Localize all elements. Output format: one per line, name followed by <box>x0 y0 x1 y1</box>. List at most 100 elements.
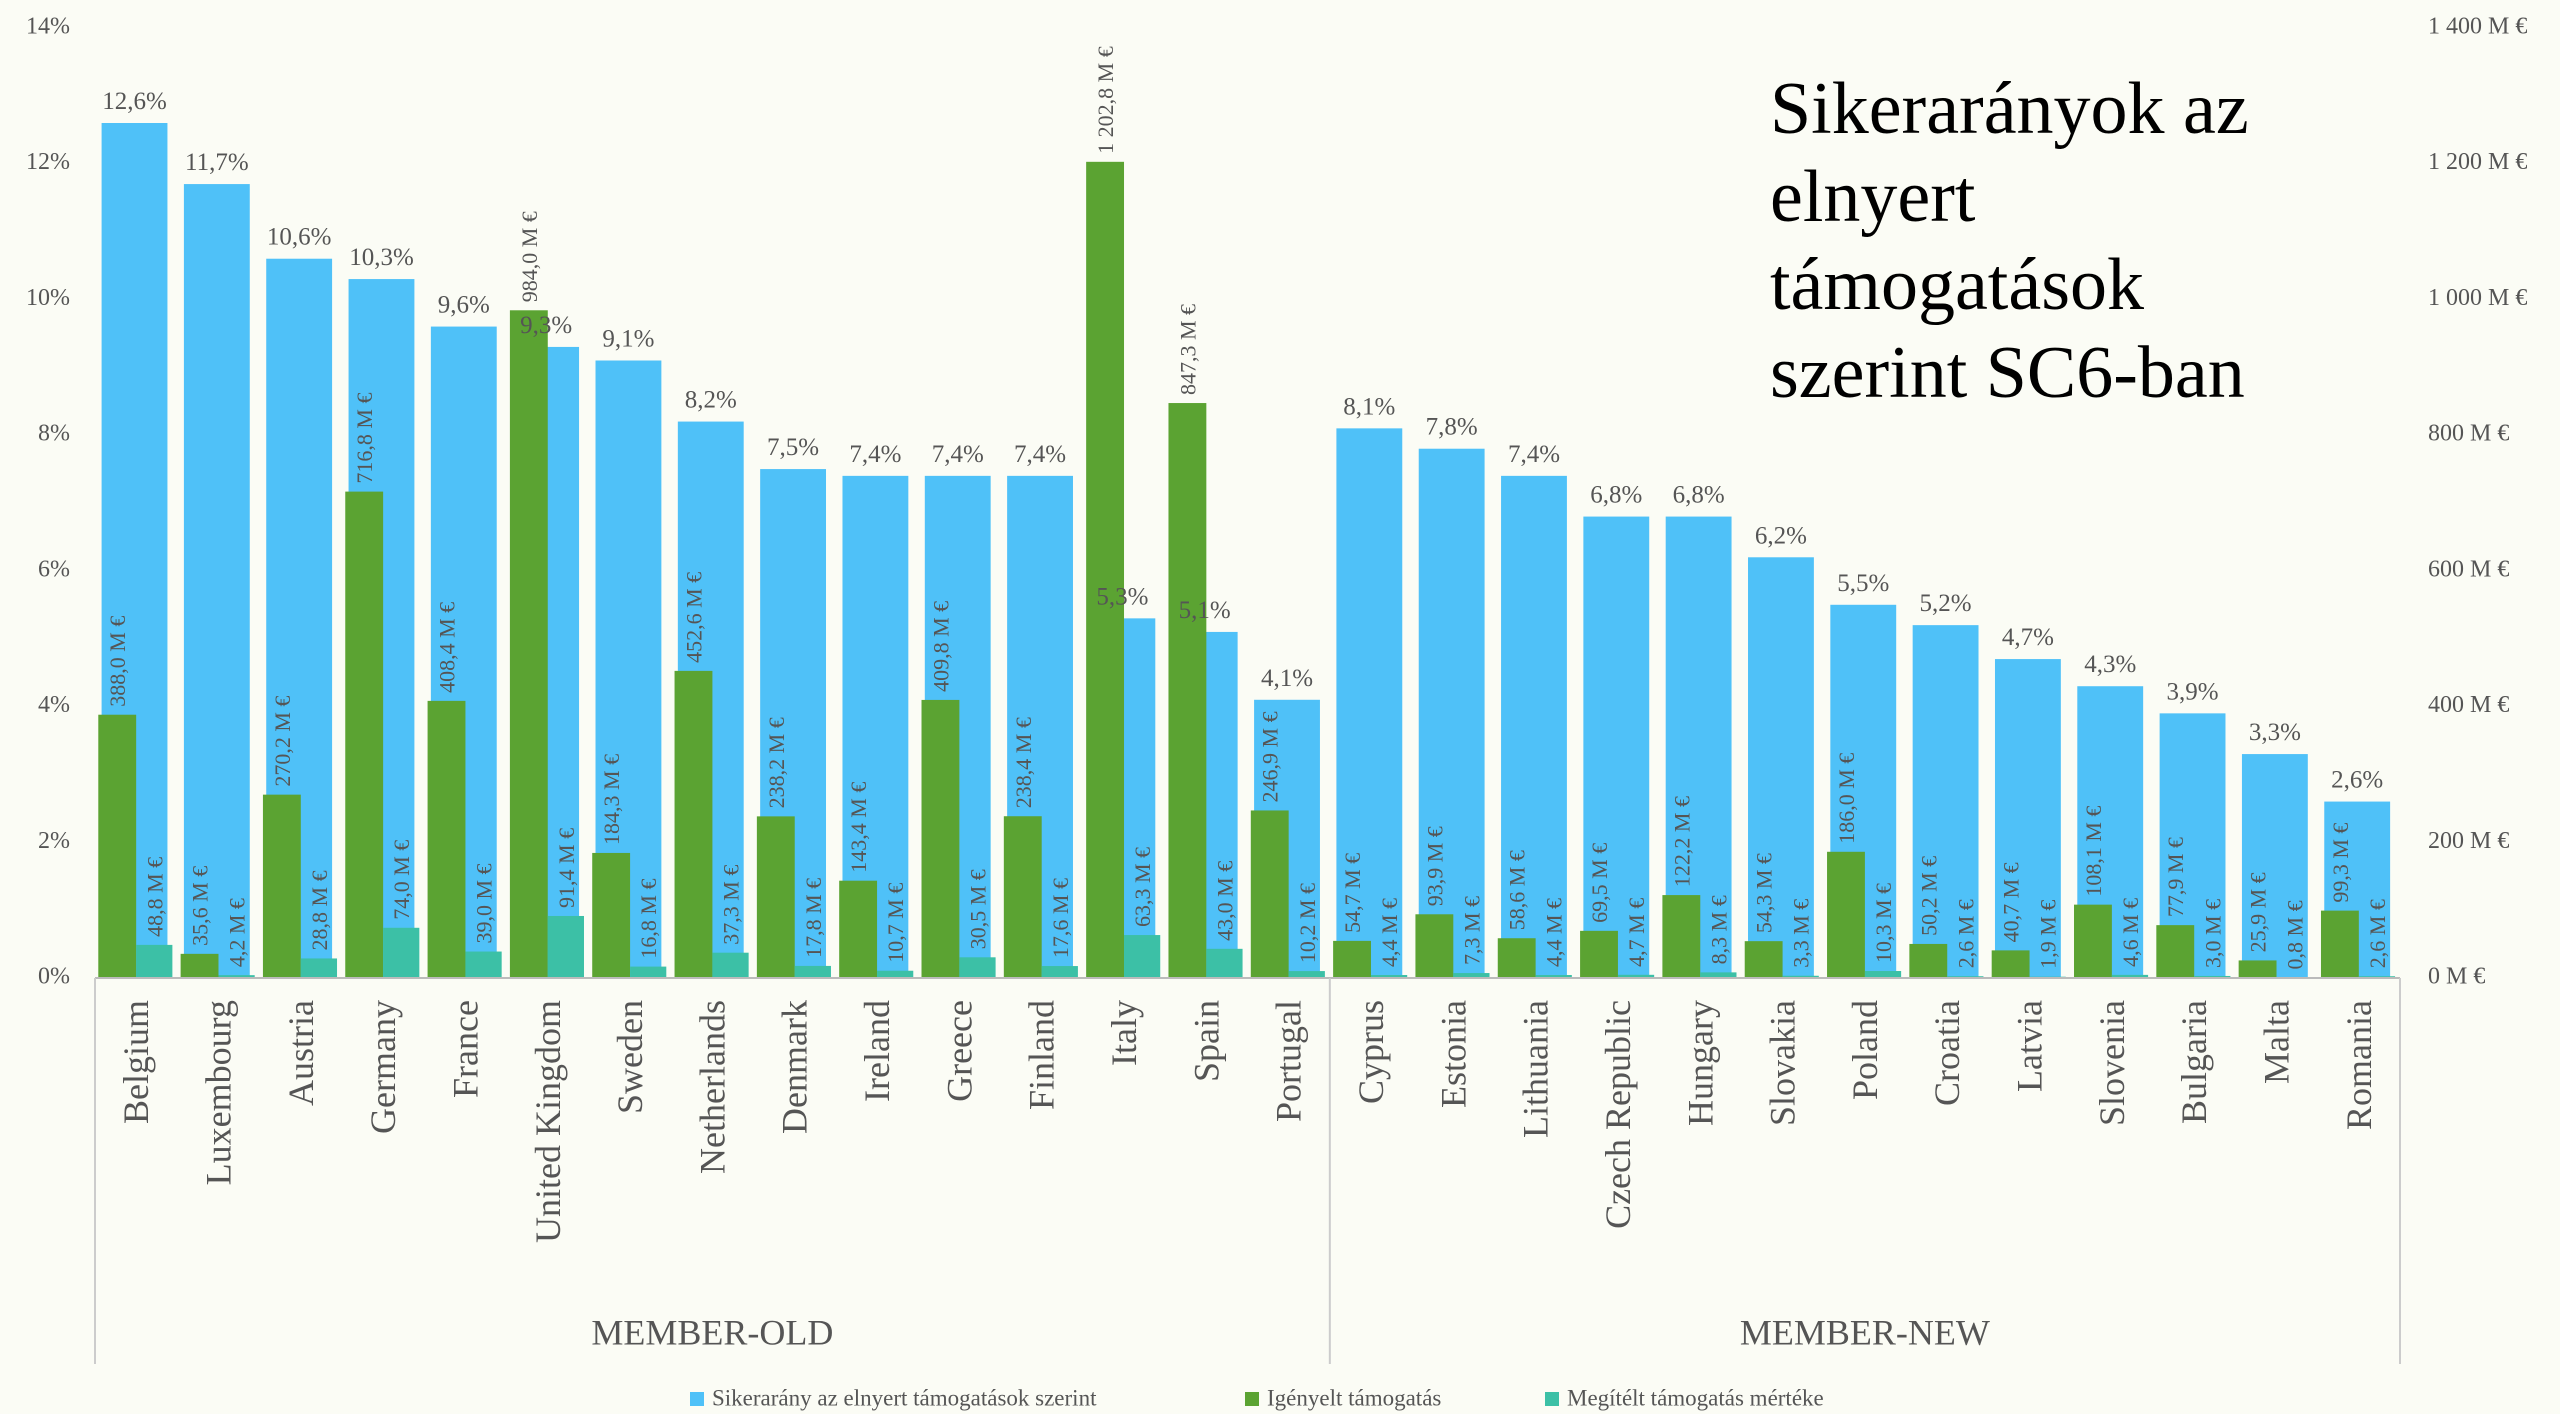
y-tick-label: 14% <box>26 14 70 40</box>
x-tick-label: Austria <box>281 1000 321 1106</box>
bar <box>1535 975 1572 978</box>
x-tick-label: Hungary <box>1680 1000 1720 1126</box>
x-tick-label: Bulgaria <box>2174 1000 2214 1124</box>
x-tick-label: Croatia <box>1927 1000 1967 1106</box>
bar <box>2238 960 2277 978</box>
bar <box>592 852 631 978</box>
x-tick-label: Czech Republic <box>1598 1000 1638 1229</box>
data-label: 3,3% <box>2249 719 2301 746</box>
data-label: 9,1% <box>602 326 654 353</box>
data-label: 77,9 M € <box>2163 837 2188 917</box>
bar <box>1700 972 1737 978</box>
data-label: 246,9 M € <box>1258 711 1283 802</box>
data-label: 3,0 M € <box>2200 899 2225 968</box>
x-tick-label: Denmark <box>775 1000 815 1134</box>
y-tick-label: 6% <box>38 556 70 582</box>
data-label: 9,3% <box>520 312 572 339</box>
data-label: 28,8 M € <box>307 870 332 950</box>
x-tick-label: Greece <box>939 1000 979 1102</box>
x-tick-label: Latvia <box>2010 1000 2050 1092</box>
legend-label: Sikerarány az elnyert támogatások szerin… <box>712 1385 1097 1410</box>
bar <box>839 880 878 978</box>
bar <box>262 794 301 978</box>
data-label: 25,9 M € <box>2246 872 2271 952</box>
bar <box>1580 930 1618 978</box>
bar <box>1617 974 1655 978</box>
bar <box>1909 943 1948 978</box>
bar <box>427 700 466 978</box>
bar <box>2156 925 2195 978</box>
bar <box>218 975 255 978</box>
data-label: 108,1 M € <box>2081 806 2106 897</box>
data-label: 10,6% <box>267 224 332 251</box>
bar <box>1250 810 1289 978</box>
data-label: 143,4 M € <box>846 782 871 873</box>
data-label: 2,6% <box>2331 767 2383 794</box>
bar <box>1333 940 1371 978</box>
y-tick-label: 12% <box>26 149 70 175</box>
bar <box>183 184 250 979</box>
data-label: 3,9% <box>2167 678 2219 705</box>
data-label: 5,3% <box>1096 583 1148 610</box>
data-label: 91,4 M € <box>554 828 579 908</box>
data-label: 7,3 M € <box>1459 896 1484 965</box>
data-label: 10,3% <box>349 244 414 271</box>
data-label: 7,4% <box>1014 441 1066 468</box>
y2-tick-label: 400 M € <box>2428 692 2509 718</box>
data-label: 8,1% <box>1343 393 1395 420</box>
bar <box>136 944 173 978</box>
bar <box>1206 948 1243 978</box>
data-label: 5,1% <box>1179 597 1231 624</box>
bar <box>1003 816 1042 978</box>
data-label: 388,0 M € <box>105 616 130 707</box>
data-label: 69,5 M € <box>1587 843 1612 923</box>
data-label: 7,4% <box>932 441 984 468</box>
bar <box>959 957 996 978</box>
bar <box>1041 966 1078 978</box>
data-label: 11,7% <box>185 149 249 176</box>
bar <box>630 966 667 978</box>
group-label: MEMBER-OLD <box>591 1312 833 1352</box>
data-label: 8,3 M € <box>1706 895 1731 964</box>
data-label: 16,8 M € <box>636 879 661 959</box>
y2-tick-label: 200 M € <box>2428 828 2509 854</box>
x-tick-label: Poland <box>1845 1000 1885 1100</box>
data-label: 716,8 M € <box>352 393 377 484</box>
bar <box>877 970 914 978</box>
data-label: 4,2 M € <box>225 898 250 967</box>
bar <box>2074 904 2112 978</box>
data-label: 4,7 M € <box>1624 898 1649 967</box>
data-label: 847,3 M € <box>1175 304 1200 395</box>
bar <box>1583 516 1650 978</box>
bar <box>1124 935 1161 978</box>
data-label: 270,2 M € <box>270 696 295 787</box>
data-label: 4,6 M € <box>2118 898 2143 967</box>
data-label: 7,4% <box>1508 441 1560 468</box>
bar <box>2241 754 2308 978</box>
y-tick-label: 4% <box>38 692 70 718</box>
bar <box>1086 161 1125 979</box>
bar <box>1782 975 1819 978</box>
data-label: 4,3% <box>2084 651 2136 678</box>
y-tick-label: 0% <box>38 964 70 990</box>
data-label: 186,0 M € <box>1834 753 1859 844</box>
data-label: 7,5% <box>767 434 819 461</box>
y-tick-label: 8% <box>38 421 70 447</box>
data-label: 4,4 M € <box>1542 898 1567 967</box>
y2-tick-label: 800 M € <box>2428 421 2509 447</box>
x-tick-label: Slovakia <box>1763 1000 1803 1126</box>
bar <box>1415 914 1454 978</box>
data-label: 37,3 M € <box>719 865 744 945</box>
data-label: 4,1% <box>1261 665 1313 692</box>
y2-tick-label: 1 400 M € <box>2428 14 2527 40</box>
data-label: 7,4% <box>849 441 901 468</box>
data-label: 40,7 M € <box>1999 862 2024 942</box>
x-tick-label: Luxembourg <box>198 1000 238 1185</box>
group-label: MEMBER-NEW <box>1740 1312 1990 1352</box>
x-tick-label: Lithuania <box>1516 1000 1556 1138</box>
bar <box>1912 625 1979 978</box>
bar <box>547 915 584 978</box>
data-label: 984,0 M € <box>517 211 542 302</box>
